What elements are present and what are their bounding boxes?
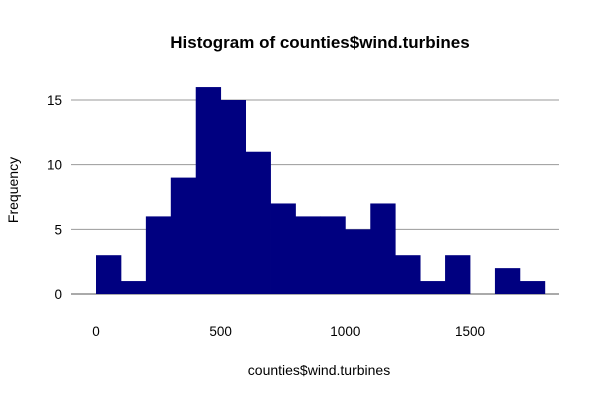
y-tick-label: 5 xyxy=(54,222,62,237)
histogram-bar-300-400 xyxy=(170,177,197,294)
histogram-bar-1100-1200 xyxy=(370,203,396,294)
histogram-bar-700-800 xyxy=(270,203,296,294)
histogram-bars xyxy=(96,87,546,294)
x-axis-ticks: 0 500 1000 1500 xyxy=(92,324,485,339)
histogram-bar-1000-1100 xyxy=(345,229,371,294)
y-tick-label: 15 xyxy=(47,93,62,108)
y-axis-ticks: 0 5 10 15 xyxy=(47,93,62,302)
histogram-bar-0-100 xyxy=(96,255,122,294)
histogram-bar-900-1000 xyxy=(320,216,346,294)
histogram-bar-200-300 xyxy=(145,216,172,294)
x-tick-label: 0 xyxy=(92,324,100,339)
chart-title: Histogram of counties$wind.turbines xyxy=(170,33,469,52)
histogram-bar-1700-1800 xyxy=(519,281,546,294)
histogram-bar-500-600 xyxy=(220,100,246,294)
histogram-bar-100-200 xyxy=(120,281,147,294)
histogram-bar-800-900 xyxy=(295,216,321,294)
histogram-bar-1200-1300 xyxy=(395,255,421,294)
x-tick-label: 1500 xyxy=(455,324,485,339)
y-tick-label: 10 xyxy=(47,158,62,173)
histogram-bar-600-700 xyxy=(245,151,271,294)
histogram-bar-1400-1500 xyxy=(445,255,471,294)
x-axis-label: counties$wind.turbines xyxy=(248,362,390,378)
y-tick-label: 0 xyxy=(54,287,62,302)
histogram-bar-1300-1400 xyxy=(420,281,446,294)
histogram-bar-400-500 xyxy=(195,87,222,294)
x-tick-label: 500 xyxy=(209,324,232,339)
histogram-bar-1600-1700 xyxy=(494,268,521,294)
x-tick-label: 1000 xyxy=(330,324,360,339)
y-axis-label: Frequency xyxy=(5,157,21,223)
